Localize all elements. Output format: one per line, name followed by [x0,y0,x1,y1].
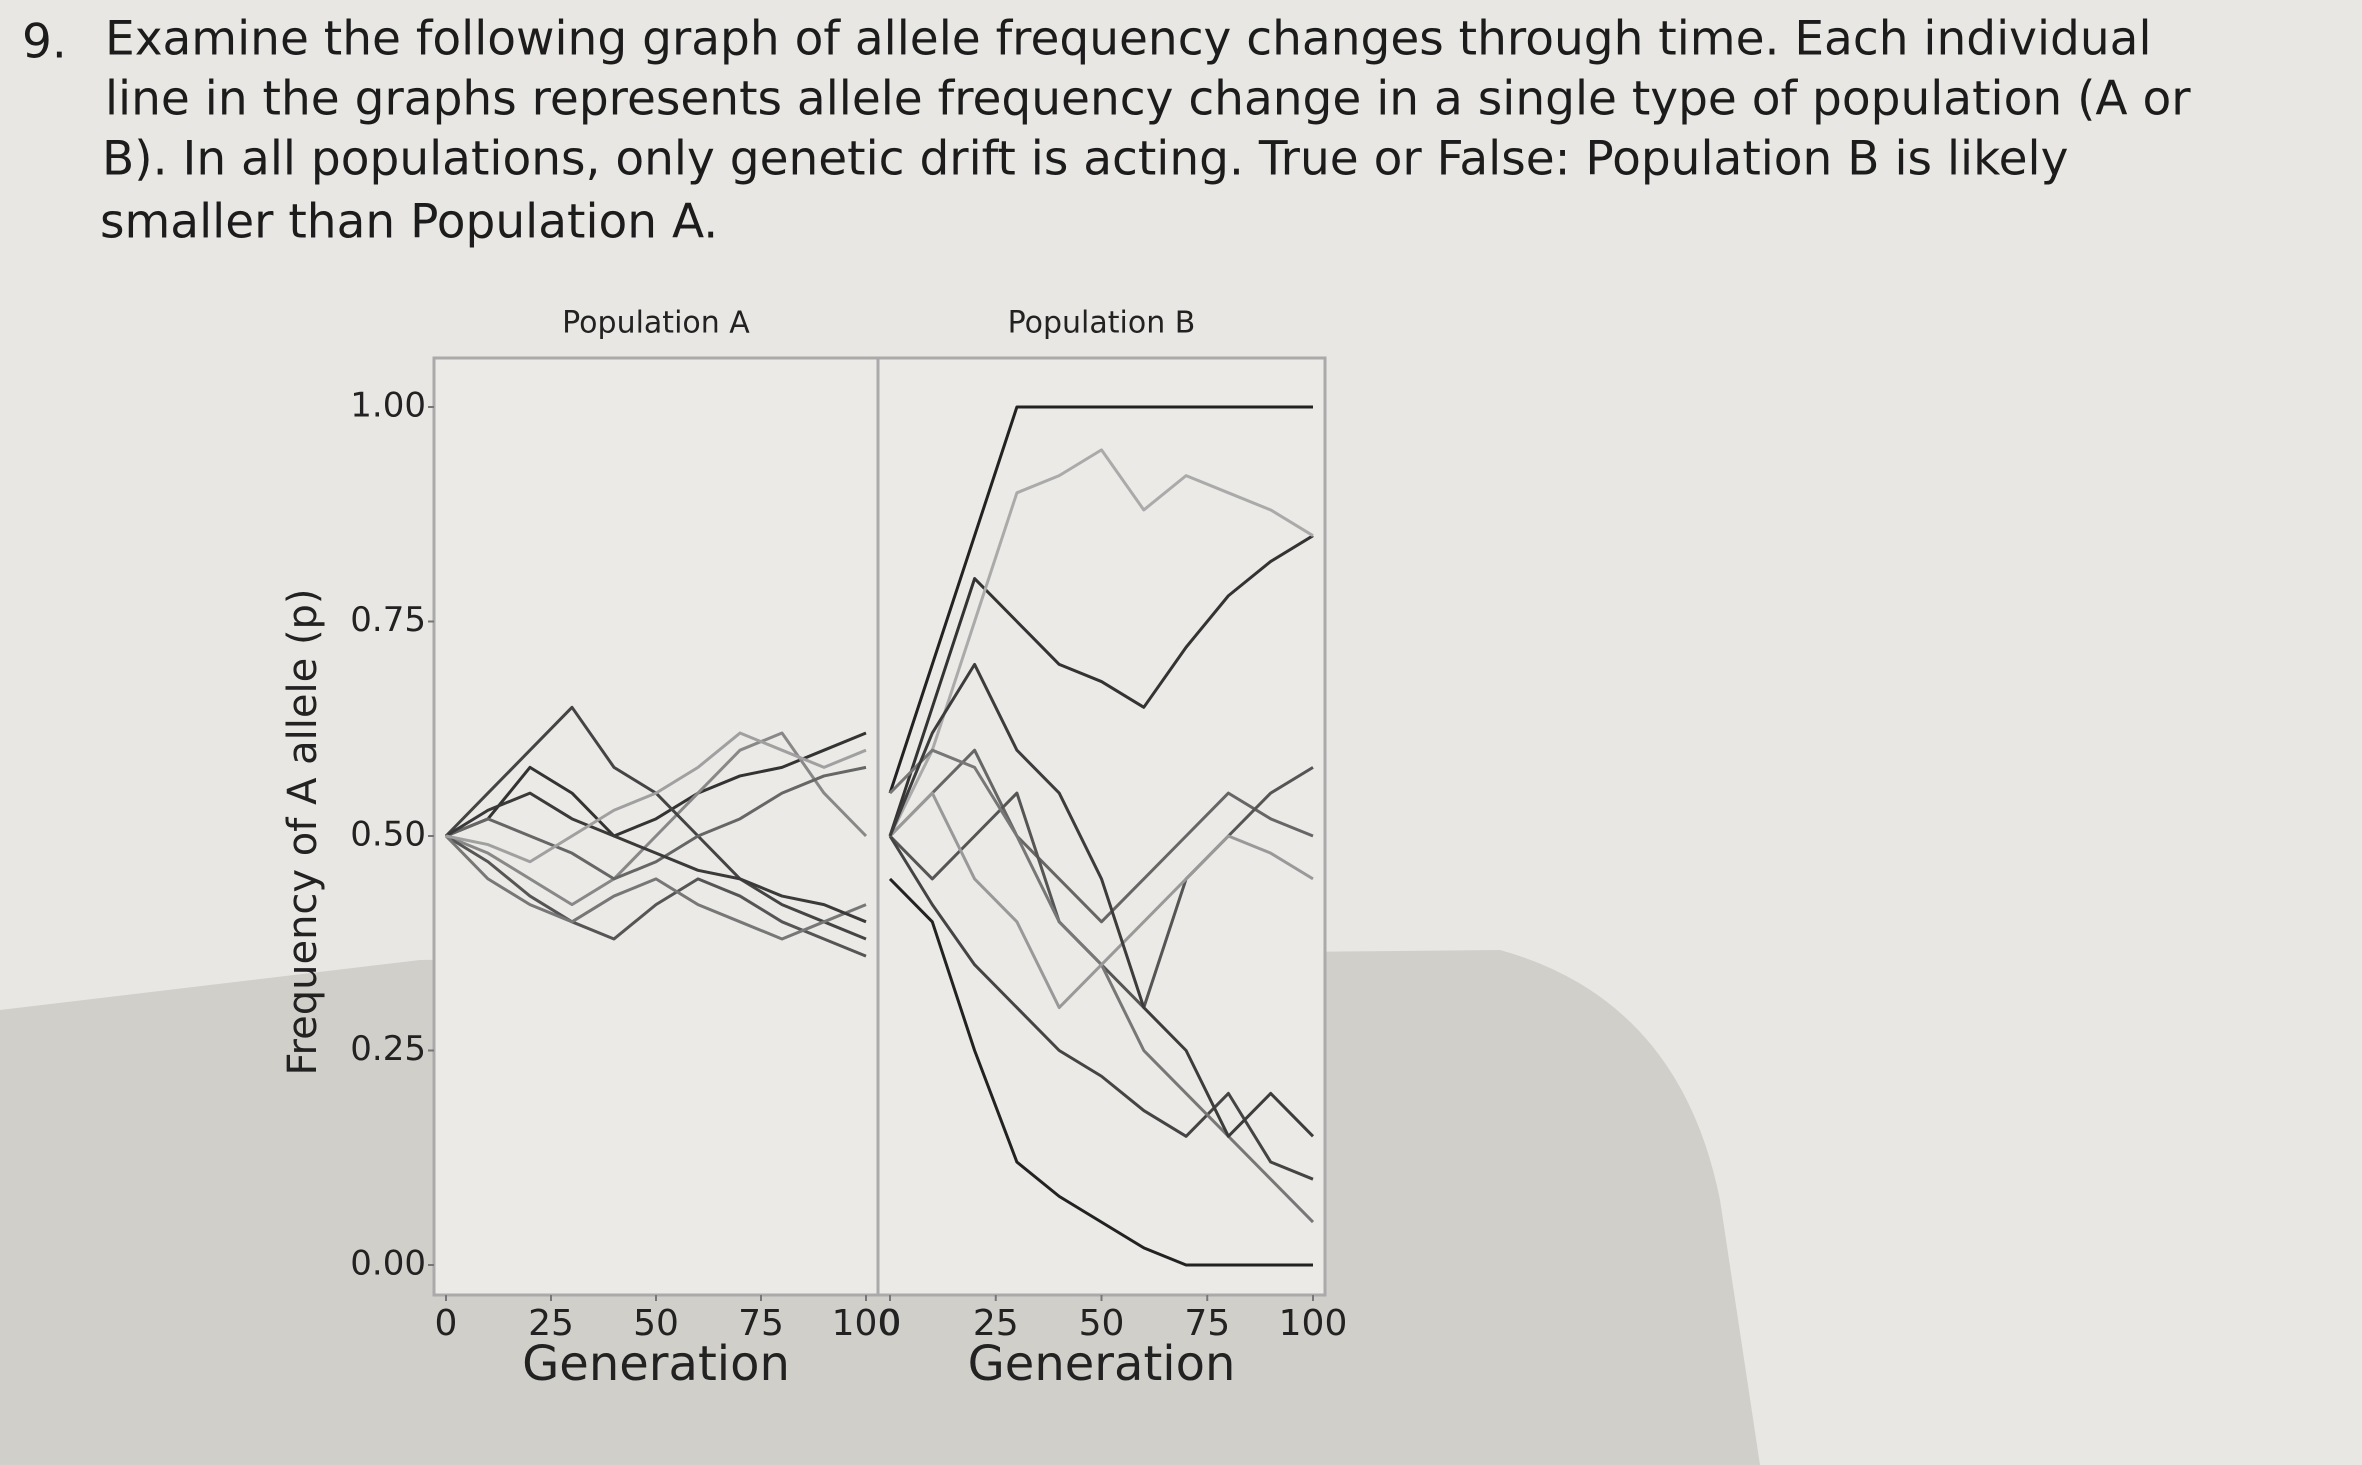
drift-line [888,534,1314,837]
drift-line [888,405,1313,794]
question-line: smaller than Population A. [100,195,718,250]
panel-title: Population B [1008,306,1196,341]
y-tick-label: 0.00 [350,1244,426,1284]
x-tick-label: 50 [633,1303,679,1344]
drift-line [445,791,867,924]
x-tick-label: 0 [879,1303,902,1344]
question-number: 9. [22,15,67,70]
drift-line [445,731,868,907]
drift-line [445,834,867,958]
drift-line [445,731,867,864]
x-tick-label: 50 [1079,1303,1125,1344]
question-line: line in the graphs represents allele fre… [105,72,2191,127]
drift-line [445,765,867,881]
y-axis-label: Frequency of A allele (p) [280,588,326,1075]
x-axis-label: Generation [522,1336,790,1392]
question-line: Examine the following graph of allele fr… [105,12,2152,67]
question-line: B). In all populations, only genetic dri… [102,132,2068,187]
y-tick-label: 1.00 [350,386,426,426]
y-tick-label: 0.25 [350,1029,426,1069]
plot-area [876,356,1327,1297]
drift-line [888,791,1314,1010]
drift-line [444,834,867,941]
drift-line [888,448,1314,837]
drift-line [888,662,1315,1138]
x-tick-label: 0 [435,1303,458,1344]
drift-line [445,731,867,838]
x-tick-label: 75 [1184,1303,1230,1344]
x-tick-label: 25 [528,1303,574,1344]
y-tick-label: 0.50 [350,815,426,855]
y-tick-label: 0.75 [350,600,426,640]
plot-area [432,356,880,1297]
panel-title: Population A [562,306,750,341]
x-tick-label: 100 [832,1303,901,1344]
x-tick-label: 25 [973,1303,1019,1344]
drift-line [888,748,1314,924]
x-tick-label: 75 [738,1303,784,1344]
x-tick-label: 100 [1279,1303,1348,1344]
x-axis-label: Generation [968,1336,1236,1392]
drift-line [888,835,1314,1181]
drift-line [888,877,1313,1267]
